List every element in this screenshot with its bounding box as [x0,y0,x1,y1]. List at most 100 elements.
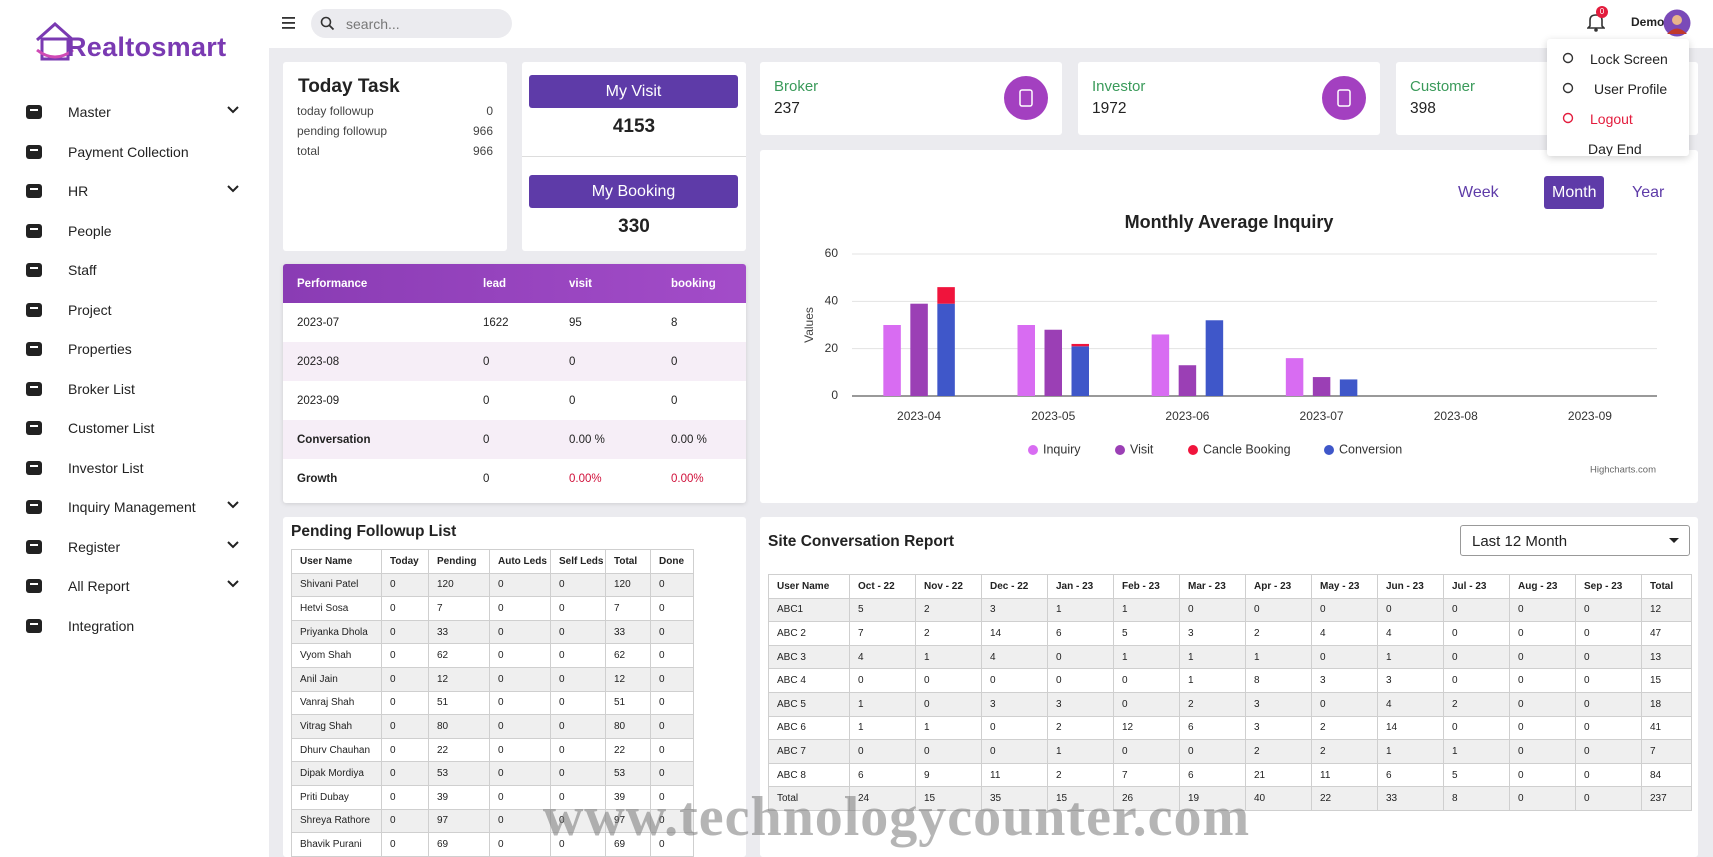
table-row: Hetvi Sosa 0 7 0 0 7 0 [291,596,694,621]
period-button[interactable]: Year [1632,184,1665,201]
legend-item[interactable]: Cancle Booking [1188,442,1291,456]
icon-shape [26,539,42,554]
menu-item[interactable]: People [0,213,269,249]
chevron[interactable] [227,540,239,549]
table-cell: 0 [1377,597,1444,623]
period-select[interactable]: Last 12 Month [1460,525,1690,556]
table-cell: 1 [1047,739,1114,764]
table-cell: 2023-08 [283,342,469,381]
chevron[interactable] [227,501,239,509]
table-cell: 24 [849,786,916,811]
menu-item[interactable]: Inquiry Management [0,489,269,525]
menu-icon [26,302,42,317]
header-cell: lead [483,277,507,290]
menu-item[interactable]: Register [0,529,269,565]
search-box[interactable]: search... [311,9,512,38]
x-tick-label: 2023-05 [1031,409,1075,423]
task-label: total [297,144,320,158]
table-cell: 12 [1113,715,1180,741]
menu-item[interactable]: Properties [0,331,269,367]
table-cell: 0 [981,668,1048,693]
table-cell: ABC 3 [768,644,850,670]
user-menu-item[interactable]: User Profile [1547,75,1689,103]
menu-item[interactable]: Master [0,94,269,130]
menu-item[interactable]: Investor List [0,450,269,486]
hamburger-icon[interactable] [281,15,297,31]
table-cell: 0 [489,619,551,645]
menu-item[interactable]: All Report [0,568,269,604]
table-row: ABC 5 1 0 3 3 0 2 3 0 4 2 0 0 18 [768,691,1692,717]
icon-shape [26,421,42,435]
x-tick-label: 2023-09 [1568,409,1612,423]
icon-shape [26,223,42,238]
table-cell: 51 [605,690,651,716]
user-dropdown: Lock Screen User Profile Logout Day End [1547,39,1689,156]
user-menu-item[interactable]: Lock Screen [1547,45,1689,73]
user-menu-item[interactable]: Logout [1547,105,1689,133]
table-row: ABC1 5 2 3 1 1 0 0 0 0 0 0 0 12 [768,597,1692,623]
period-button[interactable]: Month [1544,176,1605,209]
table-cell: 14 [981,621,1048,646]
icon-shape [26,342,42,356]
table-cell: 0 [650,666,694,692]
table-cell: 33 [428,619,490,645]
table-cell: Dipak Mordiya [291,761,382,786]
legend-item[interactable]: Inquiry [1028,442,1081,456]
header-cell: Total [1641,574,1692,599]
chevron[interactable] [227,106,239,114]
period-button[interactable]: Week [1458,184,1499,201]
icon-detail [30,227,38,230]
table-cell: 5 [1113,621,1180,646]
menu-item[interactable]: Customer List [0,410,269,446]
my-visit-button[interactable]: My Visit [529,75,738,108]
header-cell: Today [381,549,429,574]
table-cell: 0 [1311,597,1378,623]
pending-followup-card: Pending Followup List User Name Today Pend… [283,517,746,857]
table-cell: 0 [381,737,429,763]
y-tick-label: 0 [831,388,838,402]
table-cell: 1 [1443,739,1510,764]
bar [1151,334,1170,396]
table-cell: 0 [1509,621,1576,646]
icon-detail [30,464,38,467]
chevron[interactable] [227,185,239,193]
menu-item[interactable]: Broker List [0,371,269,407]
avatar[interactable] [1663,9,1691,37]
menu-item[interactable]: Staff [0,252,269,288]
user-name[interactable]: Demo [1631,15,1665,29]
table-cell: Conversation [283,420,469,459]
table-cell: 0 [1443,715,1510,741]
header-row: User Name Oct - 22 Nov - 22 Dec - 22 Jan - 2… [768,574,1692,599]
chevron[interactable] [227,580,239,588]
legend-item[interactable]: Conversion [1324,442,1402,456]
menu-label: Master [68,104,111,120]
table-cell: 97 [428,808,490,834]
select-caret [1669,538,1679,543]
menu-item[interactable]: Integration [0,608,269,644]
table-cell: 237 [1641,786,1692,811]
table-cell: 0 [1311,644,1378,670]
header-cell: May - 23 [1311,574,1378,599]
table-cell: 2 [1245,621,1312,646]
menu-item[interactable]: Payment Collection [0,134,269,170]
y-tick-label: 40 [825,294,839,308]
table-row: 2023-09 0 0 0 [283,381,746,420]
my-booking-button[interactable]: My Booking [529,175,738,208]
table-cell: 0 [1509,739,1576,764]
table-cell: ABC 8 [768,762,850,788]
bar [937,287,955,304]
table-cell: 0 [650,737,694,763]
table-cell: Bhavik Purani [291,832,382,857]
menu-item[interactable]: Project [0,292,269,328]
menu-item[interactable]: HR [0,173,269,209]
chart-credits[interactable]: Highcharts.com [1590,465,1656,476]
table-cell: 7 [849,621,916,646]
logo[interactable]: Realtosmart [33,20,243,66]
table-cell: 1 [1245,644,1312,670]
table-cell: 0 [469,342,555,381]
legend-item[interactable]: Visit [1115,442,1154,456]
table-cell: 0 [1113,739,1180,764]
today-task-card: Today Task today followup 0 pending follow… [283,62,507,251]
select-value: Last 12 Month [1472,533,1568,550]
user-menu-item[interactable]: Day End [1547,135,1689,156]
